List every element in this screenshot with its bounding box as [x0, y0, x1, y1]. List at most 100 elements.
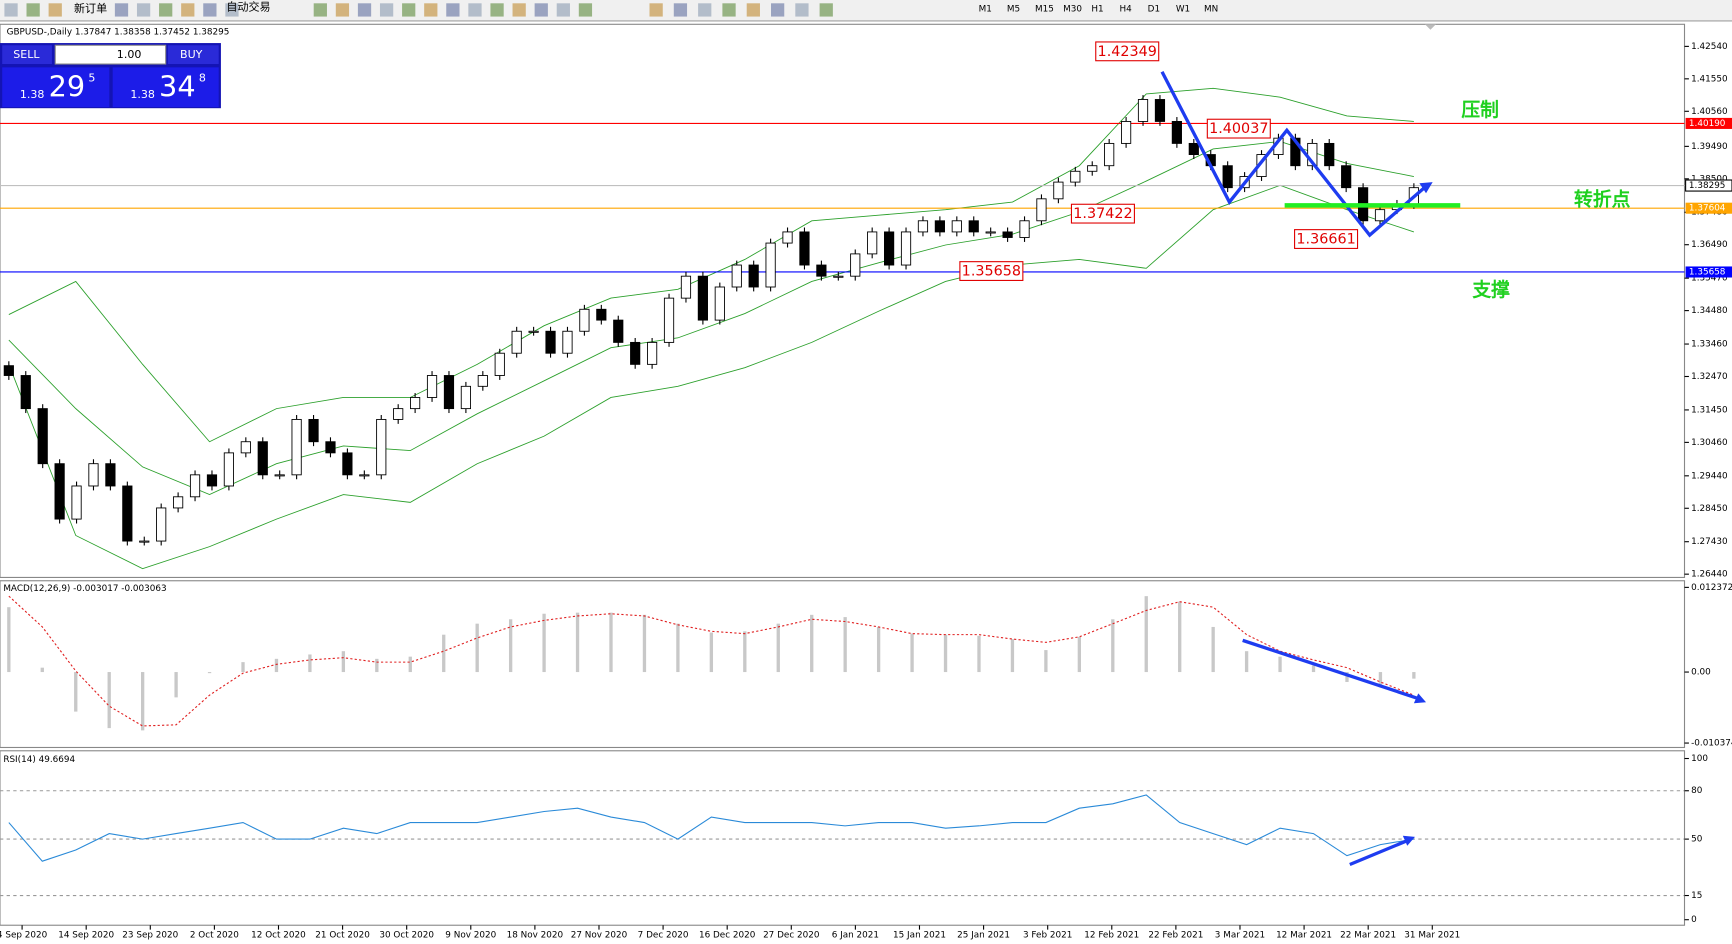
sell-button[interactable]: [2, 45, 52, 65]
toolbar-icon[interactable]: [357, 3, 372, 17]
timeframe-button[interactable]: D1: [1148, 4, 1160, 14]
macd-bar: [977, 635, 981, 673]
toolbar-icon[interactable]: [722, 3, 736, 17]
candle: [1290, 137, 1301, 167]
y-tick-label: 1.36490: [1691, 240, 1728, 250]
sell-point: 5: [88, 71, 95, 84]
toolbar-icon[interactable]: [490, 3, 504, 17]
toolbar-icon[interactable]: [424, 3, 438, 17]
toolbar-icon[interactable]: [578, 3, 593, 17]
timeframe-button[interactable]: M15: [1035, 4, 1054, 14]
macd-label: MACD(12,26,9) -0.003017 -0.003063: [3, 584, 166, 594]
toolbar-icon[interactable]: [26, 3, 40, 17]
candle: [494, 352, 505, 376]
lots-input[interactable]: [54, 44, 167, 65]
rsi-panel: [0, 750, 1686, 926]
x-tick-label: 31 Mar 2021: [1404, 931, 1460, 941]
one-click-trading: SELL 1.00 BUY 1.38 29 5 1.38 34 8: [0, 43, 221, 109]
toolbar-icon[interactable]: [313, 3, 327, 17]
y-tick-label: 1.27430: [1691, 537, 1728, 547]
macd-bar: [1178, 601, 1182, 673]
macd-bar: [1211, 626, 1215, 673]
toolbar-icon[interactable]: [649, 3, 663, 17]
candle: [223, 452, 235, 487]
price-level-tag: [1685, 179, 1732, 192]
timeframe-button[interactable]: MN: [1204, 4, 1218, 14]
y-tick-label: 1.30460: [1691, 438, 1728, 448]
macd-signal: [8, 595, 1415, 727]
price-annotation: 1.35658: [962, 264, 1021, 280]
x-tick-label: 12 Oct 2020: [251, 931, 306, 941]
x-tick-label: 22 Feb 2021: [1148, 931, 1203, 941]
toolbar-icon[interactable]: [335, 3, 350, 17]
buy-price-button[interactable]: [112, 67, 219, 108]
macd-bar: [1144, 596, 1148, 673]
toolbar-icon[interactable]: [402, 3, 416, 17]
toolbar-icon[interactable]: [698, 3, 712, 17]
toolbar-icon[interactable]: [771, 3, 785, 17]
candle: [731, 264, 742, 288]
toolbar-icon[interactable]: [159, 3, 173, 17]
candle: [647, 341, 658, 365]
toolbar-icon[interactable]: [512, 3, 526, 17]
toolbar-item[interactable]: 自动交易: [226, 0, 270, 14]
toolbar-icon[interactable]: [819, 3, 833, 17]
macd-bar: [1345, 672, 1349, 682]
toolbar-icon[interactable]: [468, 3, 482, 17]
macd-panel: [0, 580, 1686, 749]
candle: [1019, 220, 1030, 238]
timeframe-button[interactable]: W1: [1176, 4, 1190, 14]
sell-price-button[interactable]: [2, 67, 110, 108]
y-tick-label: 1.34480: [1691, 306, 1728, 316]
macd-bar: [241, 662, 245, 673]
x-tick-label: 16 Dec 2020: [699, 931, 756, 941]
macd-bar: [1010, 639, 1015, 673]
toolbar-icon[interactable]: [48, 3, 62, 17]
toolbar-icon[interactable]: [203, 3, 217, 17]
sell-big: 1.38: [20, 88, 45, 101]
x-tick-label: 3 Feb 2021: [1023, 931, 1072, 941]
toolbar-icon[interactable]: [225, 3, 239, 17]
toolbar-icon[interactable]: [534, 3, 548, 17]
candle: [189, 474, 201, 498]
macd-divergence-arrow: [1242, 638, 1420, 701]
toolbar-icon[interactable]: [114, 3, 129, 17]
x-tick-label: 15 Jan 2021: [893, 931, 946, 941]
candle: [867, 231, 878, 255]
toolbar-item[interactable]: 新订单: [74, 1, 107, 15]
candle: [410, 397, 421, 410]
timeframe-button[interactable]: H4: [1120, 4, 1133, 14]
candle: [680, 275, 692, 299]
price-level-tag: [1685, 117, 1732, 129]
timeframe-button[interactable]: H1: [1091, 4, 1103, 14]
price-annotation-box: [1095, 41, 1160, 62]
toolbar-icon[interactable]: [181, 3, 195, 17]
toolbar-icon[interactable]: [746, 3, 760, 17]
sell-pips: 29: [49, 69, 86, 103]
x-tick-label: 2 Oct 2020: [190, 931, 239, 941]
timeframe-button[interactable]: M5: [1007, 4, 1020, 14]
candle: [934, 220, 945, 233]
y-tick-label: 1.41550: [1691, 74, 1728, 84]
candle: [1070, 170, 1081, 183]
toolbar-icon[interactable]: [4, 3, 18, 17]
candle: [359, 474, 370, 477]
candle: [630, 341, 641, 365]
rsi-label: RSI(14) 49.6694: [3, 755, 75, 765]
price-annotation-box: [1206, 118, 1271, 139]
candle: [257, 441, 268, 476]
toolbar-icon[interactable]: [379, 3, 394, 17]
toolbar-icon[interactable]: [795, 3, 809, 17]
toolbar-icon[interactable]: [673, 3, 688, 17]
rsi-arrow: [1349, 838, 1409, 867]
timeframe-button[interactable]: M1: [979, 4, 992, 14]
timeframe-button[interactable]: M30: [1063, 4, 1082, 14]
buy-button[interactable]: [167, 45, 219, 65]
candle: [748, 264, 759, 288]
toolbar-icon[interactable]: [556, 3, 570, 17]
candle: [88, 463, 99, 487]
toolbar-icon[interactable]: [136, 3, 151, 17]
toolbar-icon[interactable]: [446, 3, 460, 17]
candle: [376, 418, 387, 476]
